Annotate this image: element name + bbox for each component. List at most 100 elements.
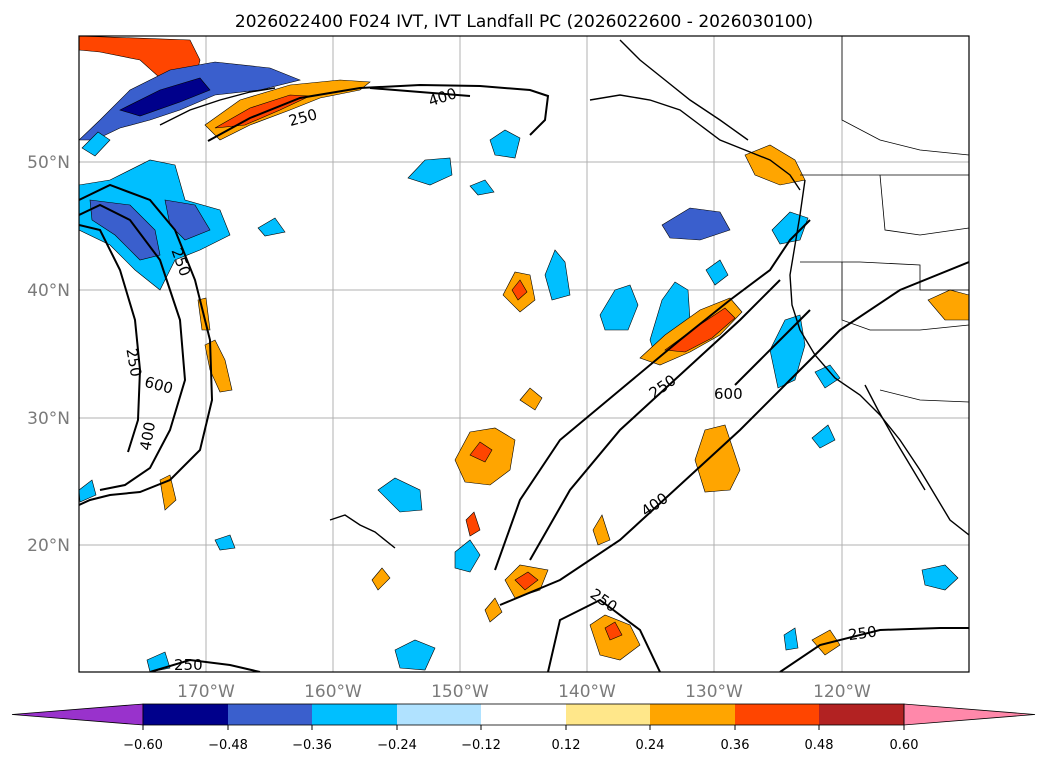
shade-aleutian-orange (204, 79, 371, 141)
shade-aleutian-light (81, 131, 111, 157)
shade-orange-13 (371, 567, 391, 591)
colorbar-bin (228, 704, 312, 725)
shade-aleutian-navy (119, 77, 211, 117)
contour-ivt-250-north (207, 83, 550, 142)
contour-ivt-250-west (79, 183, 214, 506)
lon-label-140w: 140°W (558, 682, 616, 702)
lat-label-40n: 40°N (27, 281, 70, 301)
shade-blob-16 (921, 564, 959, 591)
contour-label: 250 (122, 347, 145, 378)
contour-ivt-400-west (79, 203, 187, 491)
shade-blob-1 (407, 157, 453, 186)
contour-ivt-ar-600 (734, 309, 811, 386)
contour-ivt-600-west (79, 224, 142, 453)
map-frame (78, 35, 970, 673)
coast-hawaii (329, 514, 396, 549)
contour-ivt-ar-lower (499, 261, 969, 606)
lat-label-50n: 50°N (27, 153, 70, 173)
contour-label: 600 (714, 385, 743, 403)
lat-label-20n: 20°N (27, 536, 70, 556)
lon-label-130w: 130°W (685, 682, 743, 702)
colorbar-bin (143, 704, 228, 725)
shade-blob-21 (79, 479, 97, 503)
colorbar-tick-label: 0.24 (636, 738, 665, 753)
colorbar: −0.60 −0.48 −0.36 −0.24 −0.12 0.12 0.24 … (11, 703, 1036, 753)
map-title: 2026022400 F024 IVT, IVT Landfall PC (20… (235, 12, 813, 32)
lon-label-160w: 160°W (304, 682, 362, 702)
contour-ivt-ar-250 (494, 219, 811, 571)
shade-west-plume (79, 159, 231, 291)
map-panel: 400 250 250 250 600 400 250 600 400 250 … (79, 36, 969, 674)
coastlines (159, 39, 969, 549)
shade-blob-9 (599, 284, 639, 331)
shade-orange-4 (519, 387, 543, 411)
colorbar-bin (735, 704, 819, 725)
contour-ivt-250-sw (149, 658, 261, 672)
lon-label-170w: 170°W (177, 682, 235, 702)
shade-blob-2 (489, 129, 521, 159)
colorbar-tick-label: 0.36 (721, 738, 750, 753)
colorbar-tick-label: −0.48 (208, 738, 248, 753)
shade-blob-5 (661, 207, 731, 241)
longitude-labels: 170°W 160°W 150°W 140°W 130°W 120°W (177, 682, 871, 702)
colorbar-bin (312, 704, 397, 725)
coast-canada (619, 39, 749, 141)
latitude-labels: 50°N 40°N 30°N 20°N (27, 153, 70, 556)
contour-ivt-ar-400 (529, 279, 781, 561)
shade-orange-11 (592, 514, 611, 546)
coast-aleutians (159, 87, 276, 126)
colorbar-tick-label: 0.48 (805, 738, 834, 753)
contour-label: 400 (136, 420, 159, 451)
colorbar-bin (650, 704, 735, 725)
colorbar-tick-label: −0.36 (292, 738, 332, 753)
lon-label-150w: 150°W (431, 682, 489, 702)
colorbar-tick-label: −0.12 (461, 738, 501, 753)
colorbar-tick-label: −0.24 (377, 738, 417, 753)
colorbar-under (11, 703, 144, 726)
shade-blob-19 (783, 627, 799, 651)
shade-blob-17 (811, 424, 836, 449)
coast-baja (864, 384, 926, 491)
contour-ivt-250-se (779, 627, 969, 672)
shade-blob-7 (705, 259, 729, 286)
shade-blob-8 (544, 249, 571, 301)
contour-ivt-250-south (547, 598, 661, 672)
colorbar-bin (397, 704, 481, 725)
contour-ivt-400-north (369, 87, 471, 97)
colorbar-bin (481, 704, 566, 725)
shade-blob-14 (454, 539, 481, 573)
shade-red-8 (514, 571, 539, 591)
shade-blob-15 (394, 639, 436, 671)
shade-blob-11 (769, 314, 806, 389)
shade-orange-3 (694, 424, 741, 493)
contour-label: 250 (174, 656, 203, 674)
coast-alaska (589, 94, 801, 191)
coast-westcoast (789, 179, 969, 536)
shade-red-9 (604, 621, 623, 641)
colorbar-over (903, 703, 1036, 726)
colorbar-bin (819, 704, 904, 725)
colorbar-frame (142, 703, 905, 726)
shade-west-plume-dark (89, 199, 161, 261)
shade-orange-12 (484, 597, 503, 623)
colorbar-tick-label: 0.60 (890, 738, 919, 753)
shade-blob-18 (214, 534, 236, 551)
colorbar-bin (566, 704, 650, 725)
shade-red-11 (465, 511, 481, 537)
shade-red-2 (469, 441, 493, 463)
shade-west-plume-dark2 (164, 199, 211, 241)
shade-blob-3 (469, 179, 495, 196)
ivt-contours (79, 83, 969, 672)
lat-label-30n: 30°N (27, 409, 70, 429)
shade-aleutian-blue (79, 61, 301, 141)
colorbar-tick-label: 0.12 (552, 738, 581, 753)
shade-orange-ne (927, 289, 969, 321)
borders (800, 36, 969, 403)
colorbar-tick-label: −0.60 (123, 738, 163, 753)
shade-blob-4 (257, 217, 286, 237)
shade-blob-13 (377, 477, 423, 513)
lon-label-120w: 120°W (813, 682, 871, 702)
contour-label: 250 (847, 622, 878, 644)
shade-orange-7 (159, 474, 177, 511)
